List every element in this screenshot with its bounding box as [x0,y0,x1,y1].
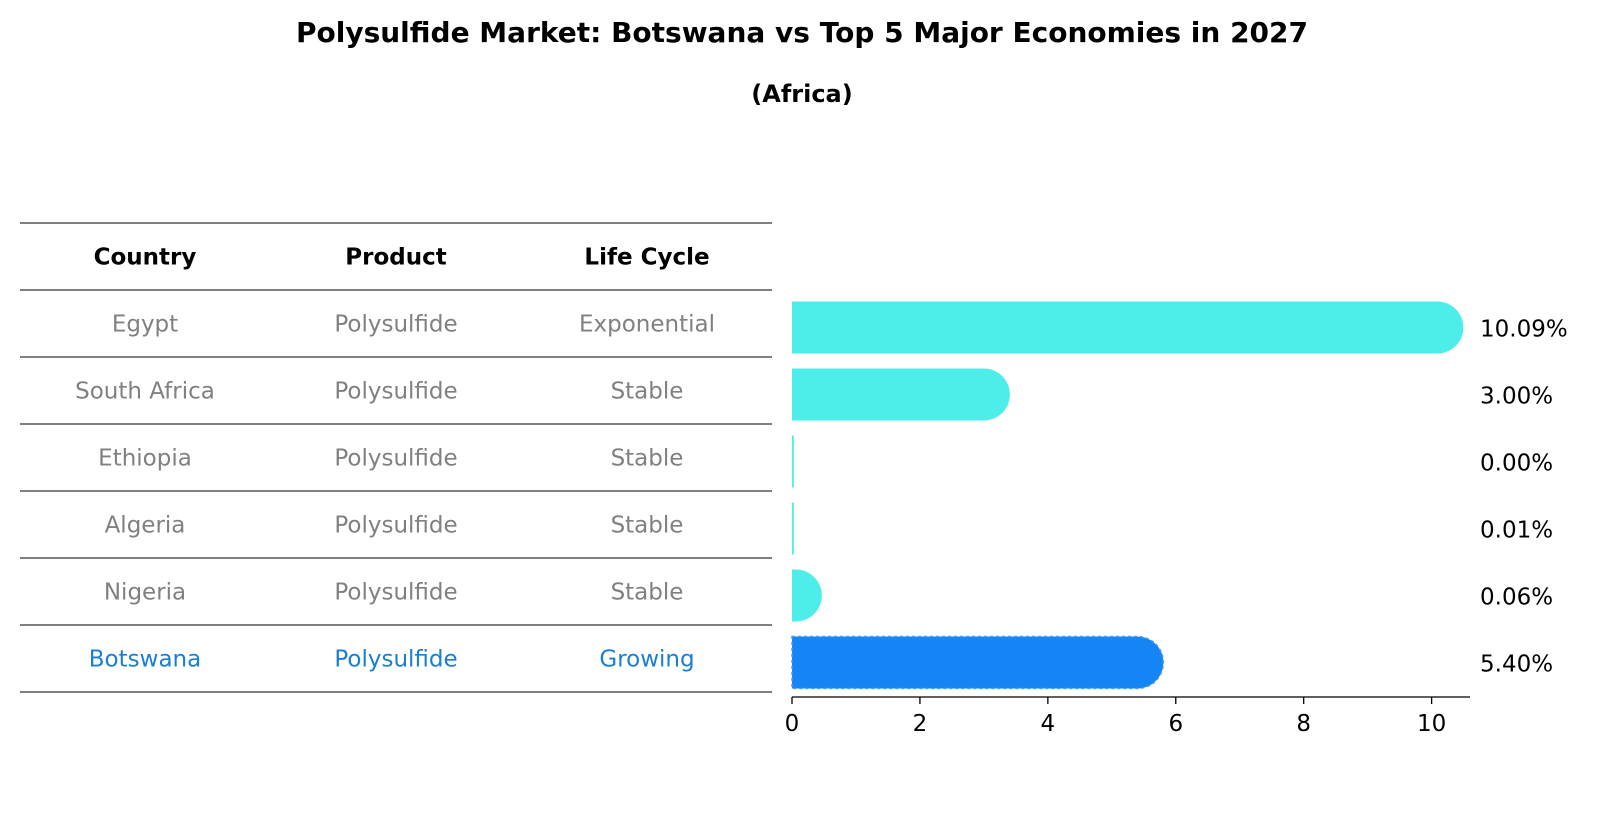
table-cell-2-2: Stable [611,446,684,472]
table-cell-4-1: Polysulfide [334,580,457,606]
table-cell-1-1: Polysulfide [334,379,457,405]
x-tick-label-1: 2 [913,711,928,737]
table-cell-5-2: Growing [599,647,694,673]
data-label-5: 5.40% [1480,652,1553,678]
chart-title: Polysulfide Market: Botswana vs Top 5 Ma… [295,16,1309,49]
bar-ethiopia [792,435,794,488]
table-header-1: Product [345,245,446,271]
table-cell-0-1: Polysulfide [334,312,457,338]
table-cell-2-0: Ethiopia [98,446,192,472]
table-cell-5-1: Polysulfide [334,647,457,673]
table-cell-3-0: Algeria [105,513,186,539]
x-tick-label-5: 10 [1417,711,1446,737]
table-cell-4-2: Stable [611,580,684,606]
table-cell-3-1: Polysulfide [334,513,457,539]
table-cell-1-0: South Africa [75,379,215,405]
x-tick-label-4: 8 [1296,711,1311,737]
bar-nigeria [792,569,822,622]
table-cell-2-1: Polysulfide [334,446,457,472]
table-cell-1-2: Stable [611,379,684,405]
bar-algeria [792,502,794,555]
data-label-4: 0.06% [1480,585,1553,611]
table-header-2: Life Cycle [584,245,709,271]
table-header-0: Country [94,245,197,271]
bar-south-africa [792,368,1010,421]
table-cell-0-2: Exponential [579,312,715,338]
table-cell-5-0: Botswana [89,647,201,673]
x-tick-label-0: 0 [785,711,800,737]
data-label-1: 3.00% [1480,384,1553,410]
data-label-3: 0.01% [1480,518,1553,544]
x-tick-label-2: 4 [1041,711,1056,737]
bar-egypt [792,301,1464,354]
data-label-0: 10.09% [1480,317,1568,343]
x-tick-label-3: 6 [1168,711,1183,737]
table-cell-4-0: Nigeria [104,580,186,606]
data-label-2: 0.00% [1480,451,1553,477]
chart-subtitle: (Africa) [751,80,853,108]
table-cell-3-2: Stable [611,513,684,539]
table-cell-0-0: Egypt [112,312,178,338]
bar-botswana [791,635,1165,690]
